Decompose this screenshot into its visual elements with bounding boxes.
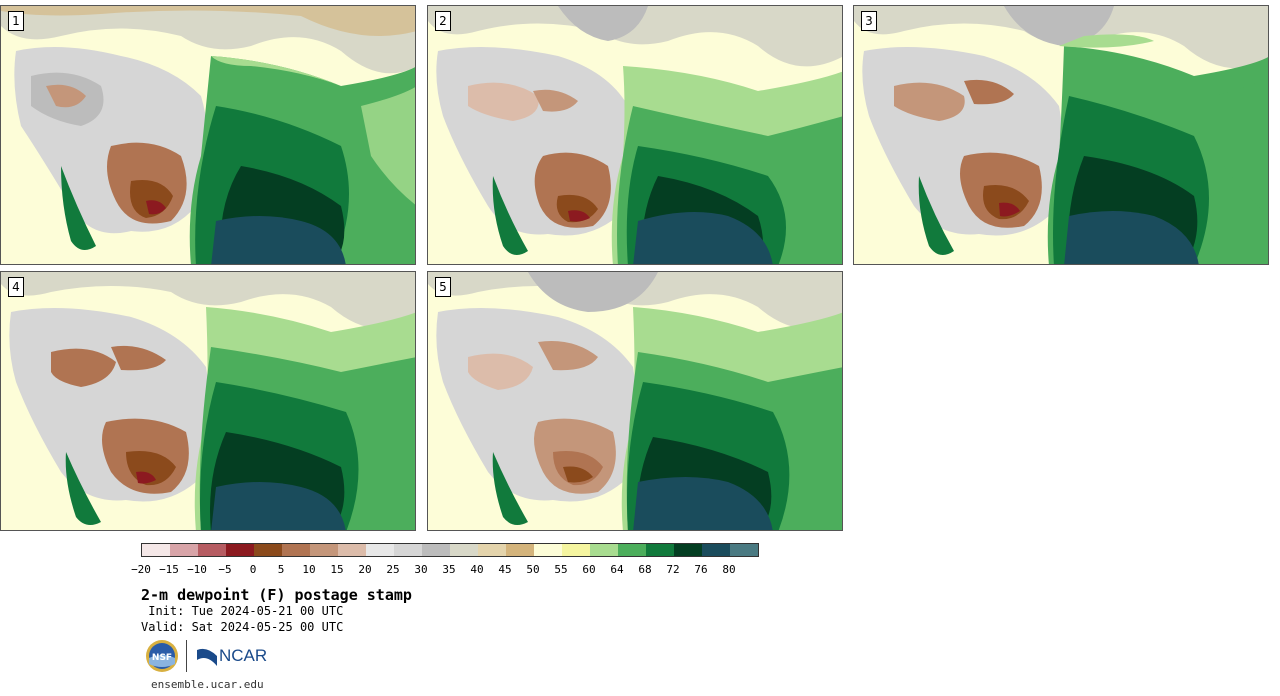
colorbar-swatch: [310, 544, 338, 556]
colorbar-ticks: −20 −15 −10 −5 0 5 10 15 20 25 30 35 40 45 50 55 60 64 68 7…: [0, 563, 1280, 577]
colorbar-swatch: [478, 544, 506, 556]
colorbar-tick-label: 68: [638, 563, 652, 576]
nsf-logo: NSF: [146, 640, 178, 672]
colorbar-tick-label: 0: [249, 563, 257, 576]
map-panel-4: 4: [0, 271, 416, 531]
plot-title: 2-m dewpoint (F) postage stamp: [141, 586, 412, 604]
colorbar-tick-label: 72: [666, 563, 680, 576]
colorbar-tick-label: 25: [386, 563, 400, 576]
dewpoint-map: [428, 272, 842, 530]
colorbar-swatch: [366, 544, 394, 556]
colorbar-tick-label: 64: [610, 563, 624, 576]
colorbar-swatch: [674, 544, 702, 556]
colorbar-tick-label: −10: [187, 563, 207, 576]
colorbar-swatch: [562, 544, 590, 556]
colorbar-tick-label: 76: [694, 563, 708, 576]
dewpoint-map: [1, 6, 415, 264]
logo-divider: [186, 640, 187, 672]
colorbar-swatch: [618, 544, 646, 556]
colorbar-swatch: [226, 544, 254, 556]
colorbar-tick-label: 55: [554, 563, 568, 576]
colorbar-swatch: [338, 544, 366, 556]
colorbar-tick-label: 45: [498, 563, 512, 576]
panel-number: 5: [435, 277, 451, 297]
site-url[interactable]: ensemble.ucar.edu: [151, 678, 264, 691]
panel-number: 3: [861, 11, 877, 31]
nsf-logo-text: NSF: [152, 653, 172, 663]
dewpoint-map: [428, 6, 842, 264]
colorbar-swatch: [450, 544, 478, 556]
colorbar-swatch: [422, 544, 450, 556]
colorbar-tick-label: 30: [414, 563, 428, 576]
colorbar-tick-label: 5: [277, 563, 285, 576]
colorbar-tick-label: 35: [442, 563, 456, 576]
colorbar-tick-label: 80: [722, 563, 736, 576]
colorbar: [141, 543, 759, 557]
colorbar-tick-label: 20: [358, 563, 372, 576]
colorbar-tick-label: 40: [470, 563, 484, 576]
colorbar-tick-label: 10: [302, 563, 316, 576]
valid-time: Valid: Sat 2024-05-25 00 UTC: [141, 620, 344, 634]
dewpoint-map: [854, 6, 1268, 264]
colorbar-tick-label: −20: [131, 563, 151, 576]
ncar-logo-text: NCAR: [219, 646, 268, 665]
colorbar-tick-label: 50: [526, 563, 540, 576]
colorbar-swatch: [142, 544, 170, 556]
panel-number: 4: [8, 277, 24, 297]
ncar-logo-mark: [197, 648, 217, 666]
panel-number: 2: [435, 11, 451, 31]
colorbar-tick-label: −15: [159, 563, 179, 576]
colorbar-swatch: [282, 544, 310, 556]
colorbar-tick-label: 60: [582, 563, 596, 576]
colorbar-swatch: [254, 544, 282, 556]
init-time: Init: Tue 2024-05-21 00 UTC: [141, 604, 344, 618]
panel-number: 1: [8, 11, 24, 31]
map-panel-3: 3: [853, 5, 1269, 265]
map-panel-2: 2: [427, 5, 843, 265]
colorbar-swatch: [506, 544, 534, 556]
colorbar-swatch: [170, 544, 198, 556]
colorbar-swatch: [646, 544, 674, 556]
colorbar-swatch: [702, 544, 730, 556]
colorbar-tick-label: −5: [218, 563, 232, 576]
dewpoint-map: [1, 272, 415, 530]
logo-row: NSF NCAR: [144, 638, 267, 674]
colorbar-swatch: [590, 544, 618, 556]
colorbar-swatch: [534, 544, 562, 556]
colorbar-swatch: [394, 544, 422, 556]
map-panel-5: 5: [427, 271, 843, 531]
colorbar-tick-label: 15: [330, 563, 344, 576]
colorbar-swatch: [198, 544, 226, 556]
colorbar-swatch: [730, 544, 758, 556]
map-panel-1: 1: [0, 5, 416, 265]
